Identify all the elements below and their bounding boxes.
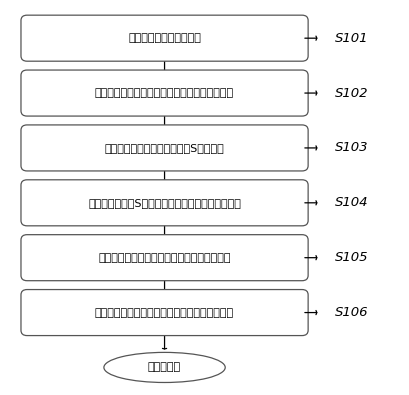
- Text: S105: S105: [334, 251, 367, 264]
- Text: S103: S103: [334, 141, 367, 154]
- FancyBboxPatch shape: [21, 125, 308, 171]
- FancyBboxPatch shape: [21, 70, 308, 116]
- Text: 获取显示终端的显示尺寸: 获取显示终端的显示尺寸: [128, 33, 200, 43]
- Text: S101: S101: [334, 32, 367, 45]
- Text: 完成初始化: 完成初始化: [148, 363, 181, 372]
- FancyBboxPatch shape: [21, 290, 308, 336]
- Text: S106: S106: [334, 306, 367, 319]
- Text: 计算虚拟坐标系S换算到地图空间参考坐标系的参数: 计算虚拟坐标系S换算到地图空间参考坐标系的参数: [88, 198, 240, 208]
- Text: 获取显示终端的相对位置，统一到虚拟坐标系中: 获取显示终端的相对位置，统一到虚拟坐标系中: [95, 88, 234, 98]
- Text: 拼接模块计算出地图拼接显示所需的地图参数: 拼接模块计算出地图拼接显示所需的地图参数: [98, 253, 230, 263]
- FancyBboxPatch shape: [21, 235, 308, 281]
- Text: S102: S102: [334, 87, 367, 100]
- Ellipse shape: [103, 352, 225, 382]
- FancyBboxPatch shape: [21, 15, 308, 61]
- Text: S104: S104: [334, 196, 367, 209]
- FancyBboxPatch shape: [21, 180, 308, 226]
- Text: 计算各显示终端在虚拟坐标系S中的位置: 计算各显示终端在虚拟坐标系S中的位置: [104, 143, 224, 153]
- Text: 地图服务器生成相应地图数据发送给各显示终端: 地图服务器生成相应地图数据发送给各显示终端: [95, 308, 234, 318]
